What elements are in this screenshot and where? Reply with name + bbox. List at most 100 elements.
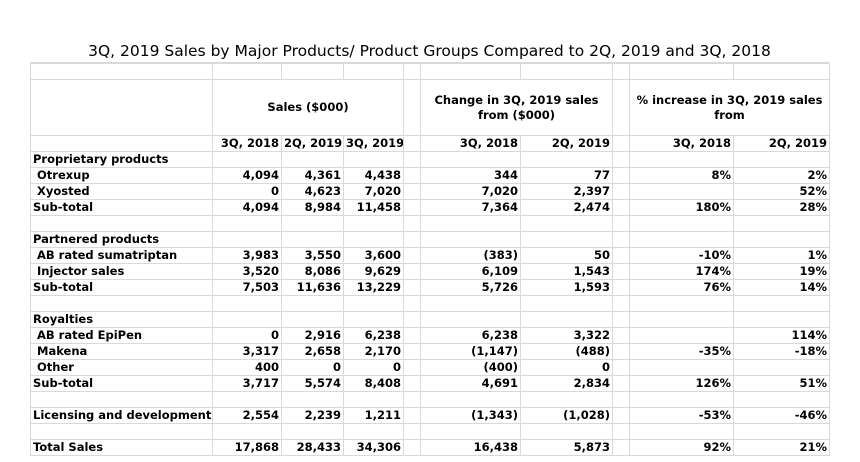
change-3q2018-cell: 4,691 <box>420 375 521 392</box>
col-header-pct-3q2018: 3Q, 2018 <box>629 135 734 152</box>
sales-2q2019-cell: 8,984 <box>281 199 344 216</box>
section-heading: Proprietary products <box>30 151 213 168</box>
spacer-cell <box>403 407 421 424</box>
table-row: AB rated sumatriptan 3,983 3,550 3,600 (383)… <box>30 247 830 264</box>
spacer-cell <box>612 279 630 296</box>
sales-2q2019-cell: 5,574 <box>281 375 344 392</box>
table-row: AB rated EpiPen 0 2,916 6,238 6,238 3,322 114% <box>30 327 830 344</box>
change-2q2019-cell: 2,474 <box>520 199 613 216</box>
change-3q2018-cell: (1,343) <box>420 407 521 424</box>
sales-3q2018-cell: 3,717 <box>212 375 282 392</box>
row-label: Total Sales <box>30 439 213 456</box>
change-3q2018-cell: 7,020 <box>420 183 521 200</box>
col-header-sales-3q2019: 3Q, 2019 <box>343 135 404 152</box>
table-row: Other 400 0 0 (400) 0 <box>30 359 830 376</box>
table-row: Otrexup 4,094 4,361 4,438 344 77 8% 2% <box>30 167 830 184</box>
column-header-row: 3Q, 2018 2Q, 2019 3Q, 2019 3Q, 2018 2Q, … <box>30 135 830 152</box>
sales-3q2019-cell: 0 <box>343 359 404 376</box>
sales-3q2018-cell: 3,317 <box>212 343 282 360</box>
pct-group-header: % increase in 3Q, 2019 sales from <box>629 79 830 136</box>
spacer-cell <box>403 247 421 264</box>
sales-2q2019-cell: 8,086 <box>281 263 344 280</box>
row-label: Licensing and development <box>30 407 213 424</box>
row-label: Sub-total <box>30 375 213 392</box>
section-heading-row: Royalties <box>30 311 830 328</box>
table-title: 3Q, 2019 Sales by Major Products/ Produc… <box>30 40 829 63</box>
pct-3q2018-cell: 180% <box>629 199 734 216</box>
change-2q2019-cell: 1,593 <box>520 279 613 296</box>
col-header-sales-3q2018: 3Q, 2018 <box>212 135 282 152</box>
spacer-row <box>30 423 830 440</box>
pct-2q2019-cell: 1% <box>733 247 830 264</box>
change-2q2019-cell: (1,028) <box>520 407 613 424</box>
sales-3q2019-cell: 6,238 <box>343 327 404 344</box>
spacer-cell <box>403 327 421 344</box>
sales-3q2019-cell: 9,629 <box>343 263 404 280</box>
sales-3q2019-cell: 13,229 <box>343 279 404 296</box>
sales-2q2019-cell: 4,623 <box>281 183 344 200</box>
sales-3q2019-cell: 8,408 <box>343 375 404 392</box>
col-header-change-2q2019: 2Q, 2019 <box>520 135 613 152</box>
subtotal-row: Sub-total 4,094 8,984 11,458 7,364 2,474 180% 2… <box>30 199 830 216</box>
spreadsheet: 3Q, 2019 Sales by Major Products/ Produc… <box>30 40 830 456</box>
subtotal-row: Sub-total 3,717 5,574 8,408 4,691 2,834 126% 51… <box>30 375 830 392</box>
pct-3q2018-cell: 174% <box>629 263 734 280</box>
change-3q2018-cell: 16,438 <box>420 439 521 456</box>
spacer-cell <box>403 167 421 184</box>
licensing-row: Licensing and development 2,554 2,239 1,211… <box>30 407 830 424</box>
pct-3q2018-cell: 8% <box>629 167 734 184</box>
group-header-row: Sales ($000) Change in 3Q, 2019 sales fr… <box>30 79 830 136</box>
col-header-pct-2q2019: 2Q, 2019 <box>733 135 830 152</box>
pct-2q2019-cell: 21% <box>733 439 830 456</box>
sales-2q2019-cell: 0 <box>281 359 344 376</box>
sales-2q2019-cell: 3,550 <box>281 247 344 264</box>
change-3q2018-cell: 6,238 <box>420 327 521 344</box>
spacer-row <box>30 295 830 312</box>
sales-2q2019-cell: 4,361 <box>281 167 344 184</box>
row-label: Injector sales <box>30 263 213 280</box>
change-2q2019-cell: 3,322 <box>520 327 613 344</box>
sales-3q2019-cell: 7,020 <box>343 183 404 200</box>
spacer-cell <box>612 183 630 200</box>
change-3q2018-cell: (383) <box>420 247 521 264</box>
pct-3q2018-cell: -53% <box>629 407 734 424</box>
change-group-header: Change in 3Q, 2019 sales from ($000) <box>420 79 613 136</box>
sales-2q2019-cell: 11,636 <box>281 279 344 296</box>
pct-3q2018-cell <box>629 183 734 200</box>
sales-3q2019-cell: 3,600 <box>343 247 404 264</box>
spacer-cell <box>403 439 421 456</box>
sales-group-header: Sales ($000) <box>212 79 404 136</box>
table-row: Xyosted 0 4,623 7,020 7,020 2,397 52% <box>30 183 830 200</box>
section-heading-row: Partnered products <box>30 231 830 248</box>
pct-3q2018-cell: 126% <box>629 375 734 392</box>
spacer-cell <box>403 343 421 360</box>
col-header-change-3q2018: 3Q, 2018 <box>420 135 521 152</box>
sales-2q2019-cell: 2,916 <box>281 327 344 344</box>
change-3q2018-cell: 7,364 <box>420 199 521 216</box>
pct-3q2018-cell <box>629 327 734 344</box>
spacer-cell <box>612 247 630 264</box>
spacer-cell <box>612 439 630 456</box>
row-label: Sub-total <box>30 279 213 296</box>
change-3q2018-cell: 344 <box>420 167 521 184</box>
subtotal-row: Sub-total 7,503 11,636 13,229 5,726 1,593 76% 1… <box>30 279 830 296</box>
spacer-cell <box>612 375 630 392</box>
sales-3q2018-cell: 400 <box>212 359 282 376</box>
section-heading-row: Proprietary products <box>30 151 830 168</box>
spacer-row <box>30 63 830 80</box>
change-2q2019-cell: 50 <box>520 247 613 264</box>
change-2q2019-cell: 2,834 <box>520 375 613 392</box>
pct-3q2018-cell: -35% <box>629 343 734 360</box>
row-label: Sub-total <box>30 199 213 216</box>
sales-2q2019-cell: 2,658 <box>281 343 344 360</box>
table-row: Injector sales 3,520 8,086 9,629 6,109 1,543 1… <box>30 263 830 280</box>
spacer-cell <box>403 263 421 280</box>
pct-2q2019-cell: -18% <box>733 343 830 360</box>
sales-3q2019-cell: 4,438 <box>343 167 404 184</box>
row-label: Otrexup <box>30 167 213 184</box>
pct-2q2019-cell: 114% <box>733 327 830 344</box>
sales-3q2018-cell: 7,503 <box>212 279 282 296</box>
pct-2q2019-cell: -46% <box>733 407 830 424</box>
pct-2q2019-cell: 14% <box>733 279 830 296</box>
sales-3q2018-cell: 3,983 <box>212 247 282 264</box>
